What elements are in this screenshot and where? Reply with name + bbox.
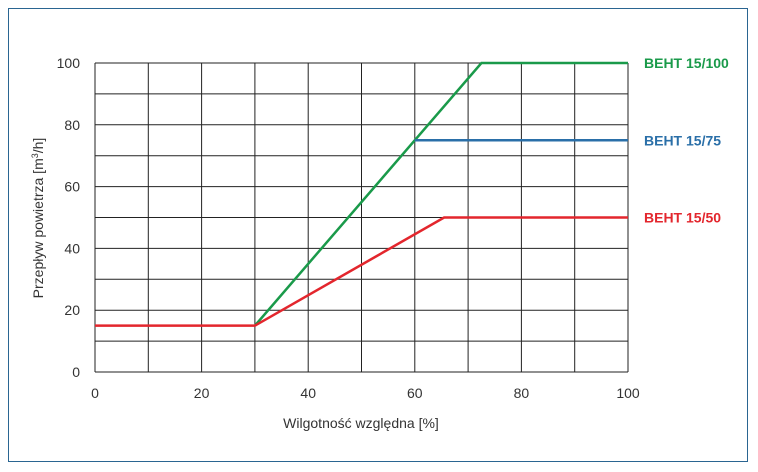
chart-frame [8, 8, 748, 462]
y-tick-label: 40 [64, 240, 80, 256]
y-tick-label: 20 [64, 302, 80, 318]
x-tick-label: 100 [616, 385, 640, 401]
series-label: BEHT 15/100 [644, 55, 729, 71]
series-lines [95, 61, 628, 327]
series-line [253, 61, 628, 327]
y-tick-label: 80 [64, 117, 80, 133]
y-axis-title-sup: 3 [30, 153, 40, 158]
y-tick-label: 0 [72, 364, 80, 380]
y-tick-labels: 0 20 40 60 80 100 [57, 55, 81, 380]
x-tick-labels: 0 20 40 60 80 100 [91, 385, 640, 401]
y-tick-label: 60 [64, 179, 80, 195]
series-label: BEHT 15/50 [644, 210, 721, 226]
y-tick-label: 100 [57, 55, 81, 71]
x-tick-label: 20 [194, 385, 210, 401]
x-tick-label: 0 [91, 385, 99, 401]
series-line [95, 216, 628, 327]
x-tick-label: 40 [300, 385, 316, 401]
y-axis-title-main: Przepływ powietrza [m [30, 158, 46, 298]
x-axis-title: Wilgotność względna [%] [283, 415, 439, 431]
x-tick-label: 60 [407, 385, 423, 401]
y-axis-title: Przepływ powietrza [m3/h] [30, 138, 46, 299]
series-labels: BEHT 15/100 BEHT 15/75 BEHT 15/50 [644, 55, 729, 226]
series-label: BEHT 15/75 [644, 132, 721, 148]
x-tick-label: 80 [514, 385, 530, 401]
y-axis-title-end: /h] [30, 138, 46, 154]
